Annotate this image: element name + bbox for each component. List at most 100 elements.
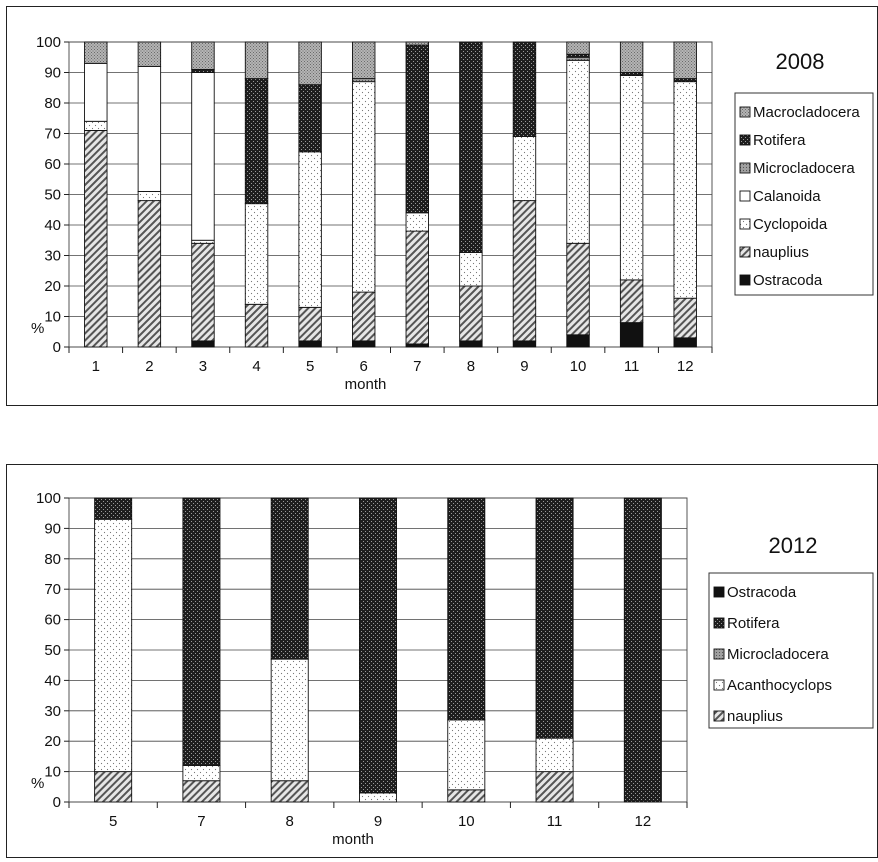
chart2008-bar-nauplius-10: [566, 242, 590, 336]
chart2008-x-tick-label: 7: [413, 358, 421, 375]
chart2008-bar-rotifera-5: [298, 84, 322, 153]
chart2008-bar-calanoida-2: [137, 65, 162, 192]
chart2008-x-axis-label: month: [345, 376, 387, 393]
chart2012-x-tick-label: 10: [458, 813, 475, 830]
chart2012-bar-nauplius-10: [447, 789, 486, 803]
chart2012-x-tick-label: 8: [286, 813, 294, 830]
chart2012-bar-rotifera-12: [623, 497, 662, 803]
chart2012-y-tick-label: 0: [53, 794, 61, 811]
chart2012-x-axis-label: month: [332, 831, 374, 848]
chart2008-bar-ostracoda-6: [352, 340, 376, 348]
chart2008-legend-label-cyclopoida: Cyclopoida: [753, 216, 828, 233]
chart2012-legend-swatch-nauplius: [713, 710, 725, 722]
chart2012-y-tick-label: 50: [44, 642, 61, 659]
chart2012-y-tick-label: 80: [44, 551, 61, 568]
chart2012-legend-box: [708, 572, 874, 729]
chart2008-bar-macrocladocera-11: [619, 41, 644, 73]
chart2008-bar-macrocladocera-12: [673, 41, 697, 80]
chart2012-legend-label-rotifera: Rotifera: [727, 615, 780, 632]
chart2008-legend-swatch-macrocladocera: [739, 106, 751, 118]
chart2008-bar-rotifera-3: [191, 69, 215, 73]
chart2012-legend-swatch-rotifera: [713, 617, 725, 629]
chart2008-bar-macrocladocera-4: [244, 41, 269, 80]
chart2008-x-tick-label: 9: [520, 358, 528, 375]
chart2012-y-tick-label: 60: [44, 612, 61, 629]
chart2008-bar-cyclopoida-4: [244, 203, 269, 305]
chart2008-bar-nauplius-8: [459, 285, 483, 342]
chart2008-legend-label-calanoida: Calanoida: [753, 188, 821, 205]
chart2012-y-tick-label: 90: [44, 520, 61, 537]
chart2012-bar-nauplius-7: [182, 780, 221, 803]
chart2012-y-tick-label: 10: [44, 764, 61, 781]
chart2012-bar-nauplius-11: [535, 771, 574, 803]
chart2008-x-tick-label: 11: [624, 358, 640, 375]
chart2008-y-tick-label: 50: [44, 187, 61, 204]
chart2012-legend-label-nauplius: nauplius: [727, 708, 783, 725]
chart2008-bar-nauplius-4: [244, 303, 269, 348]
chart2008-bar-nauplius-12: [673, 297, 697, 339]
chart2012-bar-rotifera-11: [535, 497, 574, 739]
chart2012-y-tick-label: 20: [44, 733, 61, 750]
chart2008-bar-calanoida-1: [84, 62, 108, 122]
chart2008-x-tick-label: 4: [252, 358, 260, 375]
chart2008-bar-nauplius-7: [405, 230, 429, 345]
chart2008-legend-swatch-rotifera: [739, 134, 751, 146]
chart2008-y-tick-label: 10: [44, 309, 61, 326]
chart2008-bar-cyclopoida-5: [298, 151, 322, 308]
chart2008-bar-nauplius-9: [512, 200, 537, 342]
chart2012-bar-rotifera-7: [182, 497, 221, 766]
chart2008-bar-macrocladocera-7: [405, 41, 429, 46]
chart2008-legend-label-nauplius: nauplius: [753, 244, 809, 261]
chart2012-x-tick-label: 11: [547, 813, 563, 830]
chart2012-legend-swatch-ostracoda: [713, 586, 725, 598]
chart2008-bar-cyclopoida-7: [405, 212, 429, 232]
chart2008-bar-ostracoda-11: [619, 322, 644, 348]
chart2008-bar-macrocladocera-5: [298, 41, 322, 86]
chart2012-bar-acanthocyclops-7: [182, 765, 221, 782]
chart2012-x-tick-label: 12: [635, 813, 652, 830]
chart2008-bar-ostracoda-9: [512, 340, 537, 348]
chart2008-bar-ostracoda-12: [673, 337, 697, 348]
chart2012-bar-nauplius-8: [270, 780, 309, 803]
chart2008-legend-label-rotifera: Rotifera: [753, 132, 806, 149]
chart2008-bar-ostracoda-8: [459, 340, 483, 348]
chart2008-x-tick-label: 5: [306, 358, 314, 375]
chart2012-bar-acanthocyclops-8: [270, 658, 309, 782]
chart2012-y-tick-label: 30: [44, 703, 61, 720]
chart2008-bar-microcladocera-6: [352, 78, 376, 83]
chart2008-y-tick-label: 70: [44, 126, 61, 143]
chart2008-bar-macrocladocera-2: [137, 41, 162, 67]
chart2012-x-tick-label: 9: [374, 813, 382, 830]
chart2008-legend-swatch-nauplius: [739, 246, 751, 258]
chart2008-x-tick-label: 6: [360, 358, 368, 375]
chart2008-bar-cyclopoida-2: [137, 190, 162, 202]
chart2008-bar-rotifera-9: [512, 41, 537, 138]
chart2008-x-tick-label: 2: [145, 358, 153, 375]
chart2008-legend-label-microcladocera: Microcladocera: [753, 160, 855, 177]
chart2008-bar-microcladocera-10: [566, 56, 590, 61]
chart2008-bar-macrocladocera-3: [191, 41, 215, 70]
chart2008-y-tick-label: 0: [53, 339, 61, 356]
chart2008-y-axis-label: %: [31, 320, 44, 337]
chart2012-bar-rotifera-9: [359, 497, 397, 794]
chart2008-bar-nauplius-5: [298, 306, 322, 342]
chart2012-bar-nauplius-5: [94, 771, 133, 803]
chart2008-legend-box: [734, 92, 874, 296]
chart2012-bar-rotifera-8: [270, 497, 309, 660]
chart2008-bar-ostracoda-5: [298, 340, 322, 348]
chart2008-y-tick-label: 90: [44, 65, 61, 82]
chart2008-bar-cyclopoida-12: [673, 81, 697, 299]
chart2012-y-tick-label: 100: [36, 490, 61, 507]
chart2008-x-tick-label: 10: [570, 358, 587, 375]
chart2008-bar-ostracoda-7: [405, 343, 429, 348]
chart2008-bar-cyclopoida-6: [352, 81, 376, 293]
chart2008-legend-label-macrocladocera: Macrocladocera: [753, 104, 860, 121]
chart2008-bar-cyclopoida-1: [84, 120, 108, 131]
chart2008-legend-swatch-calanoida: [739, 190, 751, 202]
chart2012-x-tick-label: 7: [197, 813, 205, 830]
chart2008-y-tick-label: 20: [44, 278, 61, 295]
chart2008-bar-cyclopoida-9: [512, 136, 537, 202]
chart2008-bar-nauplius-2: [137, 200, 162, 348]
chart2008-bar-cyclopoida-3: [191, 239, 215, 244]
